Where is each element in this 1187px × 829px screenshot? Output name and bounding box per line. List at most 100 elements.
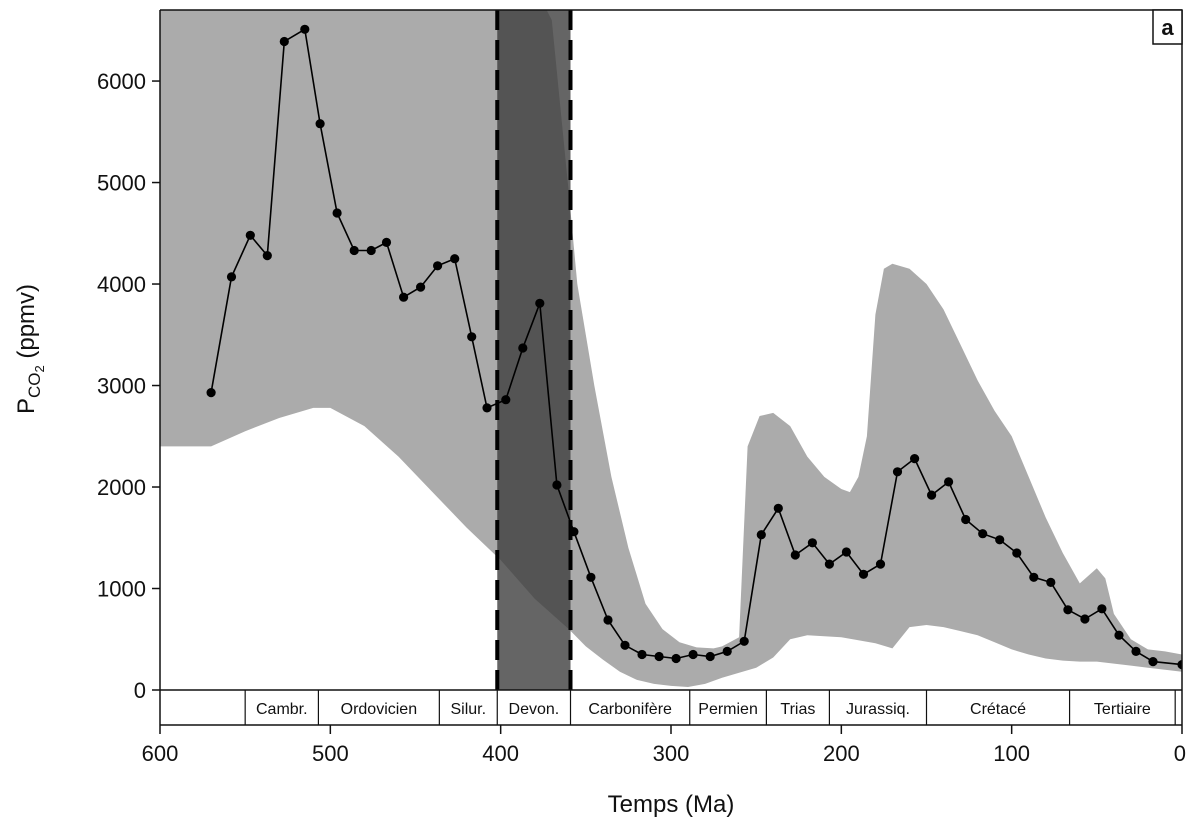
data-point (961, 514, 971, 525)
data-point (433, 261, 443, 271)
period-label: Silur. (451, 701, 487, 718)
data-point (688, 649, 698, 660)
y-tick-label: 2000 (97, 475, 146, 500)
y-axis-title-unit: (ppmv) (13, 284, 40, 365)
data-point (416, 282, 426, 292)
x-tick-label: 200 (823, 741, 860, 766)
data-point (756, 530, 766, 540)
data-point (910, 454, 920, 464)
y-axis-title-sub2: 2 (32, 365, 47, 372)
data-point (206, 388, 216, 398)
data-point (300, 24, 310, 34)
data-point (807, 538, 818, 548)
period-label: Crétacé (970, 701, 1026, 718)
data-point (739, 636, 749, 646)
data-point (450, 254, 460, 264)
data-point (366, 245, 376, 256)
data-point (620, 640, 630, 650)
data-point (1148, 657, 1158, 667)
data-point (1131, 646, 1141, 657)
panel-label-box (1152, 9, 1183, 45)
data-point (790, 550, 800, 560)
data-point (1012, 548, 1022, 558)
data-point (332, 208, 342, 218)
data-point (995, 535, 1005, 545)
data-point (1046, 577, 1056, 588)
y-axis-ticks: 0 1000 2000 3000 4000 5000 6000 (97, 69, 160, 703)
data-point (773, 503, 783, 513)
y-tick-label: 6000 (97, 69, 146, 94)
x-tick-label: 400 (482, 741, 519, 766)
data-point (467, 332, 477, 342)
geologic-period-strip: Cambr. Ordovicien Silur. Devon. Carbonifère P… (160, 690, 1182, 726)
data-point (381, 237, 392, 247)
x-tick-label: 300 (653, 741, 690, 766)
data-point (654, 651, 664, 662)
data-point (315, 119, 325, 129)
period-label: Devon. (509, 701, 560, 718)
data-point (637, 649, 647, 660)
period-label: Ordovicien (341, 701, 417, 718)
x-tick-label: 100 (993, 741, 1030, 766)
data-point (245, 230, 255, 240)
data-point (671, 653, 681, 664)
plot-frame (159, 9, 1183, 725)
panel-label: a (1152, 9, 1183, 45)
data-point (262, 251, 272, 261)
y-axis-title-sub1: CO (25, 373, 44, 399)
y-tick-label: 4000 (97, 272, 146, 297)
data-point (858, 569, 869, 579)
pco2-data-points (206, 24, 1182, 670)
data-point (569, 527, 579, 537)
data-point (841, 547, 852, 557)
data-point (705, 651, 715, 662)
data-point (944, 477, 954, 487)
data-point (349, 245, 359, 256)
y-tick-label: 5000 (97, 171, 146, 196)
y-axis-title: PCO2 (ppmv) (13, 284, 47, 414)
data-point (501, 395, 511, 405)
data-point (927, 490, 937, 500)
data-point (1097, 604, 1107, 614)
period-label: Permien (698, 701, 758, 718)
data-point (535, 298, 545, 308)
data-point (722, 646, 732, 657)
x-tick-label: 0 (1174, 741, 1186, 766)
data-point (892, 467, 903, 477)
data-point (978, 529, 988, 539)
data-point (482, 403, 492, 413)
y-tick-label: 1000 (97, 577, 146, 602)
period-label: Jurassiq. (846, 701, 910, 718)
data-point (603, 615, 613, 625)
data-point (279, 36, 289, 47)
period-label: Cambr. (256, 701, 308, 718)
data-point (226, 272, 237, 282)
period-label: Carbonifère (588, 701, 672, 718)
period-strip-background (160, 690, 1182, 725)
data-point (552, 480, 562, 490)
uncertainty-band (160, 10, 1182, 687)
data-point (518, 343, 528, 353)
x-tick-label: 600 (142, 741, 179, 766)
data-point (586, 572, 596, 582)
panel-label-text: a (1161, 15, 1174, 40)
period-label: Trias (780, 701, 815, 718)
x-axis-title: Temps (Ma) (608, 791, 735, 818)
data-point (824, 559, 835, 569)
plot-area (160, 10, 1182, 690)
data-point (1114, 630, 1124, 640)
data-point (399, 292, 409, 302)
data-point (875, 559, 886, 569)
y-tick-label: 0 (134, 678, 146, 703)
data-point (1177, 660, 1182, 670)
data-point (1063, 605, 1073, 615)
y-axis-title-main: P (13, 398, 40, 414)
data-point (1080, 614, 1090, 624)
x-tick-label: 500 (312, 741, 349, 766)
devonian-highlight (497, 10, 571, 690)
period-label: Tertiaire (1094, 701, 1151, 718)
x-axis-ticks: 600 500 400 300 200 100 0 (142, 725, 1186, 766)
y-tick-label: 3000 (97, 374, 146, 399)
data-point (1029, 572, 1039, 582)
